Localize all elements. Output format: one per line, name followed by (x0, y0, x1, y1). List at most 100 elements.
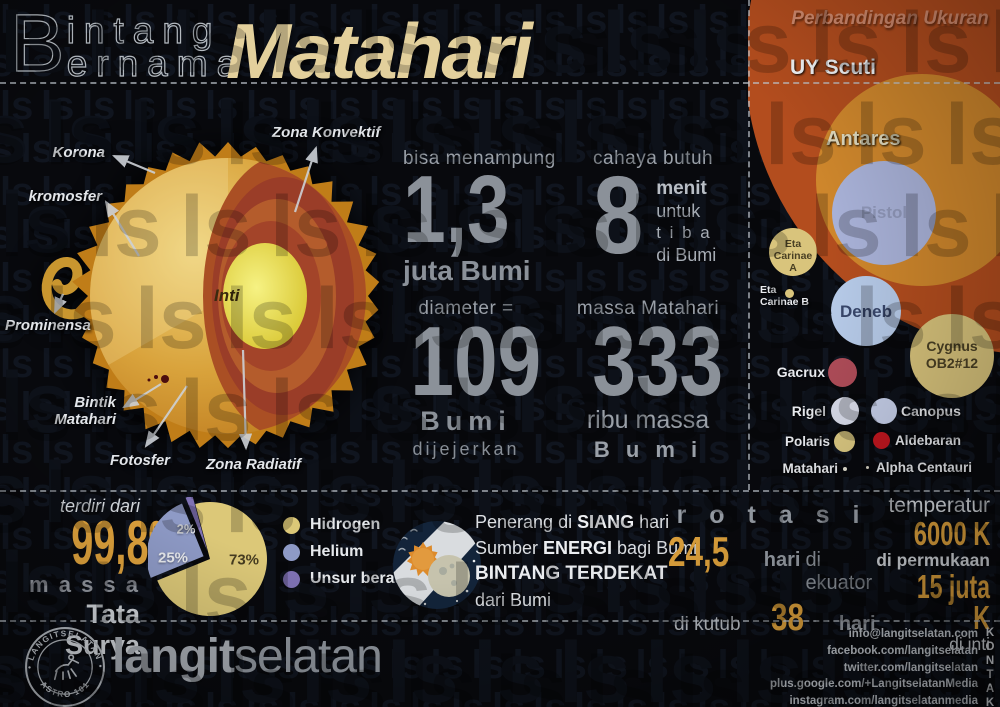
stat-light-value: 8 (593, 154, 644, 277)
star-circle-canopus (871, 398, 897, 424)
label-prominensa: Prominensa (5, 317, 91, 334)
star-label-rigel: Rigel (791, 403, 826, 419)
legend-dot-unsur-berat (283, 570, 300, 588)
divider-footer (0, 620, 1000, 622)
fact-2-post: bagi Bumi (612, 538, 698, 558)
label-kromosfer: kromosfer (28, 188, 102, 205)
contact-facebook[interactable]: facebook.com/langitselatan (827, 644, 978, 657)
star-label-polaris: Polaris (784, 434, 830, 449)
legend-item-helium: Helium (283, 543, 400, 561)
star-circle-deneb (831, 276, 901, 346)
star-circle-eta-carinae-a (769, 228, 817, 276)
rotation-title: r o t a s i (676, 501, 868, 529)
star-circle-aldebaran (873, 432, 890, 449)
star-circle-polaris (834, 431, 855, 452)
legend-label-unsur-berat: Unsur berat (310, 570, 400, 587)
size-comparison-panel: Perbandingan Ukuran UY Scuti Antares Pis… (748, 0, 1000, 490)
composition-massa: m a s s a (29, 571, 140, 597)
centaur-archer-icon (53, 654, 80, 681)
title-line1: intang (66, 10, 222, 51)
fact-1-post: hari (634, 512, 670, 532)
stat-diameter: diameter = 109 Bumi dijejerkan (394, 298, 542, 460)
star-label-gacrux: Gacrux (776, 364, 825, 380)
label-inti: Inti (214, 286, 240, 305)
contact-instagram[interactable]: instagram.com/langitselatanmedia (789, 695, 978, 707)
star-circle-gacrux (828, 358, 857, 387)
star-label-cygnus-ob2-12: Cygnus OB2#12 (925, 338, 979, 371)
temperature-block: temperatur 6000 K di permukaan 15 juta K… (860, 494, 990, 655)
label-korona: Korona (52, 144, 106, 161)
pie-label-unsur-berat: 2% (176, 521, 196, 537)
pie-label-hidrogen: 73% (228, 551, 260, 569)
facts-block: Penerang di SIANG hari Sumber ENERGI bag… (475, 509, 697, 613)
stat-diameter-label: diameter = (418, 298, 514, 319)
star-label-canopus: Canopus (901, 403, 961, 419)
contact-email[interactable]: info@langitselatan.com (848, 628, 978, 640)
fact-1-bold: SIANG (577, 512, 635, 532)
rotation-pole-label: di kutub (674, 614, 741, 635)
header: B intang ernama (9, 0, 247, 89)
annotation-arrows (53, 145, 318, 451)
legend-dot-hidrogen (283, 516, 300, 534)
sunspots (147, 375, 169, 383)
contact-google-plus[interactable]: plus.google.com/+LangitselatanMedia (770, 678, 978, 691)
composition-pie-chart: 73% 25% 2% (146, 495, 272, 621)
stamp-text-bottom: ASTRO 101 (39, 680, 90, 699)
page-title: Matahari (226, 7, 533, 95)
label-zona-konvektif: Zona Konvektif (272, 124, 381, 141)
contact-list: info@langitselatan.com facebook.com/lang… (770, 626, 978, 707)
stat-mass-sub: B u m i (593, 437, 703, 463)
legend-item-unsur-berat: Unsur berat (283, 570, 400, 588)
svg-text:• LANGITSELATAN •: • LANGITSELATAN • (25, 629, 105, 669)
pie-legend: Hidrogen Helium Unsur berat (283, 516, 400, 597)
composition-tata-surya: Tata Surya (64, 598, 140, 660)
stat-light-time: cahaya butuh 8 menit untuk t i b a di Bu… (593, 148, 716, 277)
label-fotosfer: Fotosfer (110, 452, 170, 469)
rotation-equator-value: 24,5 (668, 528, 730, 575)
stat-diameter-sub: dijejerkan (412, 439, 520, 460)
rotation-pole-unit: hari (838, 613, 876, 635)
star-label-pistol: Pistol (860, 203, 908, 222)
fact-2-pre: Sumber (475, 538, 544, 558)
star-circle-pistol (832, 161, 936, 265)
star-circle-rigel (831, 397, 859, 425)
fact-line-2: Sumber ENERGI bagi Bumi (475, 535, 697, 561)
title-line2: ernama (66, 43, 247, 84)
temperature-title: temperatur (888, 494, 990, 517)
stat-volume-label: bisa menampung (403, 148, 556, 169)
star-label-aldebaran: Aldebaran (895, 433, 962, 448)
stat-mass-value: 333 (592, 306, 724, 416)
star-circle-cygnus-ob2-12 (910, 314, 994, 398)
sun-cutaway-illustration (41, 142, 380, 451)
divider-header (0, 82, 1000, 84)
cutaway-layers (203, 158, 366, 434)
kontak-vertical-label: KONTAK (984, 627, 996, 707)
stat-volume-value: 1,3 (403, 156, 510, 263)
brand-wordmark: langitselatan (112, 629, 383, 684)
fact-1-pre: Penerang di (475, 512, 578, 532)
pie-slice-helium (146, 503, 204, 578)
rotation-block: r o t a s i 24,5 hari di ekuator di kutu… (668, 501, 876, 639)
star-label-alpha-centauri: Alpha Centauri (876, 460, 973, 475)
pie-label-helium: 25% (157, 549, 189, 567)
brand-bold: langit (112, 630, 235, 683)
stat-light-l2: untuk (656, 201, 701, 221)
stat-diameter-value: 109 (410, 306, 542, 416)
divider-middle (0, 490, 1000, 492)
rotation-equator-unit: hari (763, 549, 801, 571)
legend-item-hidrogen: Hidrogen (283, 516, 400, 534)
rotation-pole-value: 38 (770, 597, 804, 639)
langitselatan-stamp-icon: • LANGITSELATAN • ASTRO 101 (25, 627, 105, 707)
star-circle-eta-carinae-b (785, 289, 794, 298)
star-circle-matahari (843, 467, 847, 471)
title-initial: B (9, 0, 65, 89)
temperature-core-label: di inti (949, 634, 990, 655)
rotation-equator-label: di ekuator (805, 549, 873, 594)
fact-line-4: dari Bumi (475, 590, 552, 610)
fact-line-3: BINTANG TERDEKAT (475, 563, 668, 584)
contact-twitter[interactable]: twitter.com/langitselatan (843, 661, 978, 674)
label-bintik-matahari: Bintik Matahari (54, 394, 116, 428)
pie-slice-unsur-berat (185, 495, 208, 551)
svg-text:ASTRO 101: ASTRO 101 (39, 680, 92, 699)
